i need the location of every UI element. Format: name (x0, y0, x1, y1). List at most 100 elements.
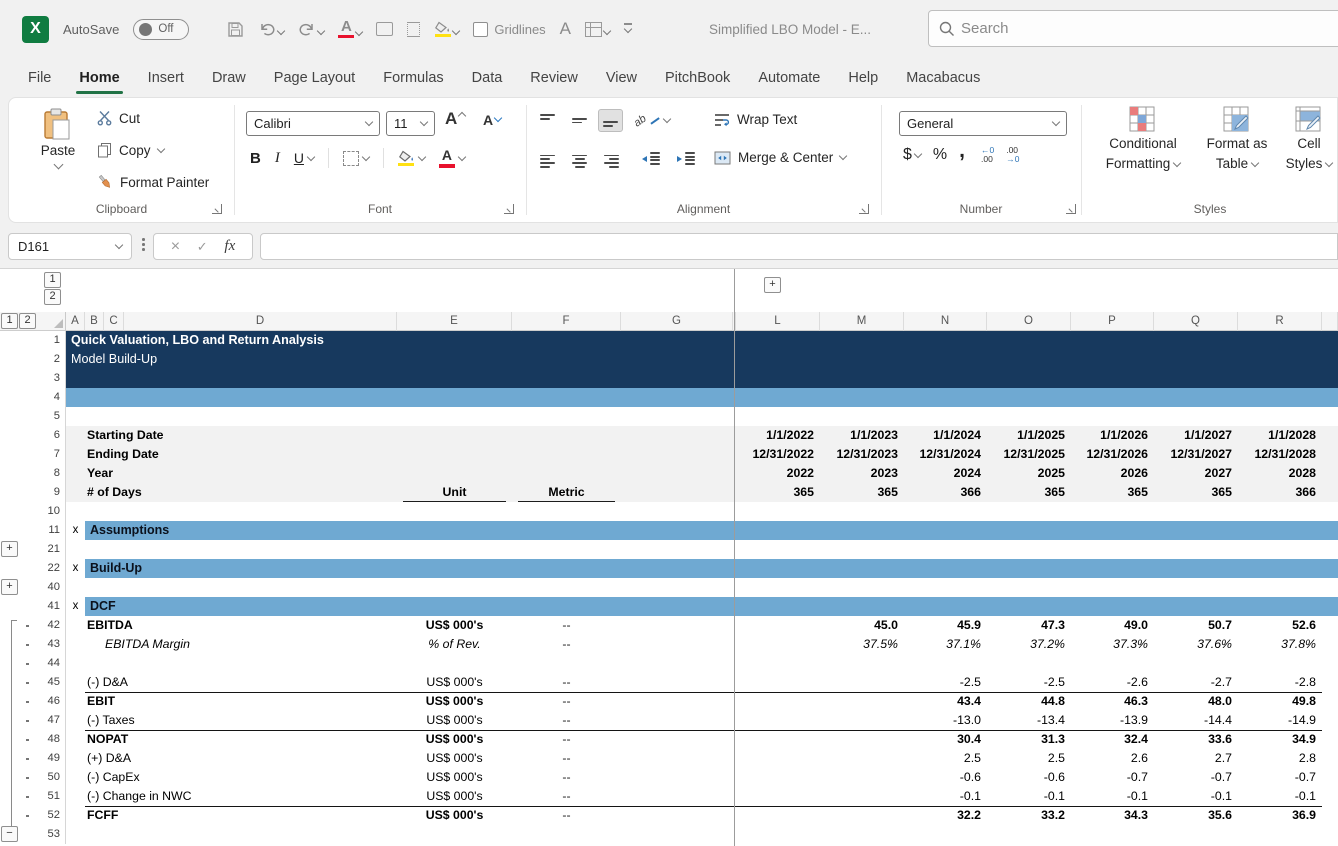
cell-R50[interactable]: -0.7 (1238, 768, 1316, 787)
cell-O8[interactable]: 2025 (987, 464, 1065, 483)
metric-cell[interactable]: -- (512, 692, 621, 711)
outline-expand-button[interactable]: + (1, 541, 18, 557)
cell-O51[interactable]: -0.1 (987, 787, 1065, 806)
cell-M8[interactable]: 2023 (820, 464, 898, 483)
row-number[interactable]: 4 (42, 388, 66, 407)
outline-collapse-button[interactable]: − (1, 826, 18, 842)
expand-columns-button[interactable]: + (764, 277, 781, 293)
row-number[interactable]: 7 (42, 445, 66, 464)
cell-Q43[interactable]: 37.6% (1154, 635, 1232, 654)
outline-expand-button[interactable]: + (1, 579, 18, 595)
row-label-cell[interactable]: FCFF (87, 806, 118, 825)
row-number[interactable]: 48 (42, 730, 66, 749)
number-dialog-launcher[interactable] (1066, 204, 1076, 214)
autofit-height-button[interactable] (407, 22, 420, 37)
column-header-E[interactable]: E (397, 312, 512, 331)
copy-button[interactable]: Copy (97, 142, 164, 158)
increase-decimal-button[interactable]: ←0 .00 (981, 146, 994, 164)
select-all-button[interactable] (42, 312, 66, 331)
cell-Q45[interactable]: -2.7 (1154, 673, 1232, 692)
tab-macabacus[interactable]: Macabacus (892, 58, 994, 97)
tab-page-layout[interactable]: Page Layout (260, 58, 369, 97)
unit-cell[interactable]: US$ 000's (397, 692, 512, 711)
row-number[interactable]: 8 (42, 464, 66, 483)
cell-N51[interactable]: -0.1 (904, 787, 981, 806)
row-number[interactable]: 1 (42, 331, 66, 350)
unit-cell[interactable]: US$ 000's (397, 806, 512, 825)
chevron-down-icon[interactable] (156, 144, 164, 152)
customize-qat-button[interactable] (624, 23, 632, 34)
metric-cell[interactable]: -- (512, 787, 621, 806)
align-right-button[interactable] (598, 149, 625, 174)
metric-cell[interactable]: -- (512, 806, 621, 825)
font-color-button-ribbon[interactable]: A (439, 148, 465, 168)
tab-pitchbook[interactable]: PitchBook (651, 58, 744, 97)
increase-indent-button[interactable] (671, 146, 701, 176)
cell-O48[interactable]: 31.3 (987, 730, 1065, 749)
row-number[interactable]: 10 (42, 502, 66, 521)
format-painter-button[interactable]: Format Painter (97, 174, 209, 190)
row-number[interactable]: 43 (42, 635, 66, 654)
metric-cell[interactable]: -- (512, 730, 621, 749)
cell-Q9[interactable]: 365 (1154, 483, 1232, 502)
row-label-cell[interactable]: (+) D&A (87, 749, 131, 768)
column-header-R[interactable]: R (1238, 312, 1322, 331)
cell-Q52[interactable]: 35.6 (1154, 806, 1232, 825)
metric-cell[interactable]: -- (512, 749, 621, 768)
unit-cell[interactable]: US$ 000's (397, 616, 512, 635)
italic-button[interactable]: I (275, 150, 280, 167)
cell-R45[interactable]: -2.8 (1238, 673, 1316, 692)
column-header-N[interactable]: N (904, 312, 987, 331)
chevron-down-icon[interactable] (418, 152, 426, 160)
cell-Q8[interactable]: 2027 (1154, 464, 1232, 483)
bold-button[interactable]: B (250, 150, 261, 167)
cell-R43[interactable]: 37.8% (1238, 635, 1316, 654)
row-number[interactable]: 21 (42, 540, 66, 559)
cell-R49[interactable]: 2.8 (1238, 749, 1316, 768)
font-color-button[interactable]: A (338, 20, 362, 39)
search-input[interactable] (959, 19, 1263, 38)
borders-button[interactable] (343, 151, 369, 166)
row-number[interactable]: 52 (42, 806, 66, 825)
cell-L9[interactable]: 365 (736, 483, 814, 502)
cell-P49[interactable]: 2.6 (1071, 749, 1148, 768)
unit-cell[interactable]: US$ 000's (397, 711, 512, 730)
chevron-down-icon[interactable] (317, 27, 325, 35)
column-header-A[interactable]: A (66, 312, 85, 331)
group-flag-cell[interactable]: x (66, 521, 85, 540)
row-outline-level-2[interactable]: 2 (19, 313, 36, 329)
chevron-down-icon[interactable] (277, 27, 285, 35)
column-header-L[interactable]: L (736, 312, 820, 331)
column-header-P[interactable]: P (1071, 312, 1154, 331)
cut-button[interactable]: Cut (97, 110, 140, 126)
merge-center-button[interactable]: Merge & Center (714, 150, 846, 165)
percent-style-button[interactable]: % (933, 146, 947, 164)
tab-home[interactable]: Home (65, 58, 133, 97)
cell-M7[interactable]: 12/31/2023 (820, 445, 898, 464)
cell-P9[interactable]: 365 (1071, 483, 1148, 502)
row-number[interactable]: 3 (42, 369, 66, 388)
unit-cell[interactable]: Unit (403, 483, 506, 502)
tab-automate[interactable]: Automate (744, 58, 834, 97)
formula-input[interactable] (260, 233, 1338, 260)
paste-button[interactable]: Paste (29, 108, 87, 171)
cell-N45[interactable]: -2.5 (904, 673, 981, 692)
chevron-down-icon[interactable] (452, 27, 460, 35)
cell-R42[interactable]: 52.6 (1238, 616, 1316, 635)
cell-O47[interactable]: -13.4 (987, 711, 1065, 730)
chevron-down-icon[interactable] (663, 115, 671, 123)
cell-P50[interactable]: -0.7 (1071, 768, 1148, 787)
fill-color-button[interactable] (434, 21, 459, 38)
save-button[interactable] (227, 21, 244, 38)
column-outline-level-1[interactable]: 1 (44, 272, 61, 288)
chevron-down-icon[interactable] (115, 241, 123, 249)
row-label-cell[interactable]: EBIT (87, 692, 115, 711)
row-label-cell[interactable]: EBITDA Margin (105, 635, 190, 654)
chevron-down-icon[interactable] (914, 149, 922, 157)
font-size-combo[interactable]: 11 (386, 111, 435, 136)
tab-file[interactable]: File (14, 58, 65, 97)
cell-N47[interactable]: -13.0 (904, 711, 981, 730)
cell-R46[interactable]: 49.8 (1238, 692, 1316, 711)
row-number[interactable]: 5 (42, 407, 66, 426)
chevron-down-icon[interactable] (53, 160, 63, 170)
